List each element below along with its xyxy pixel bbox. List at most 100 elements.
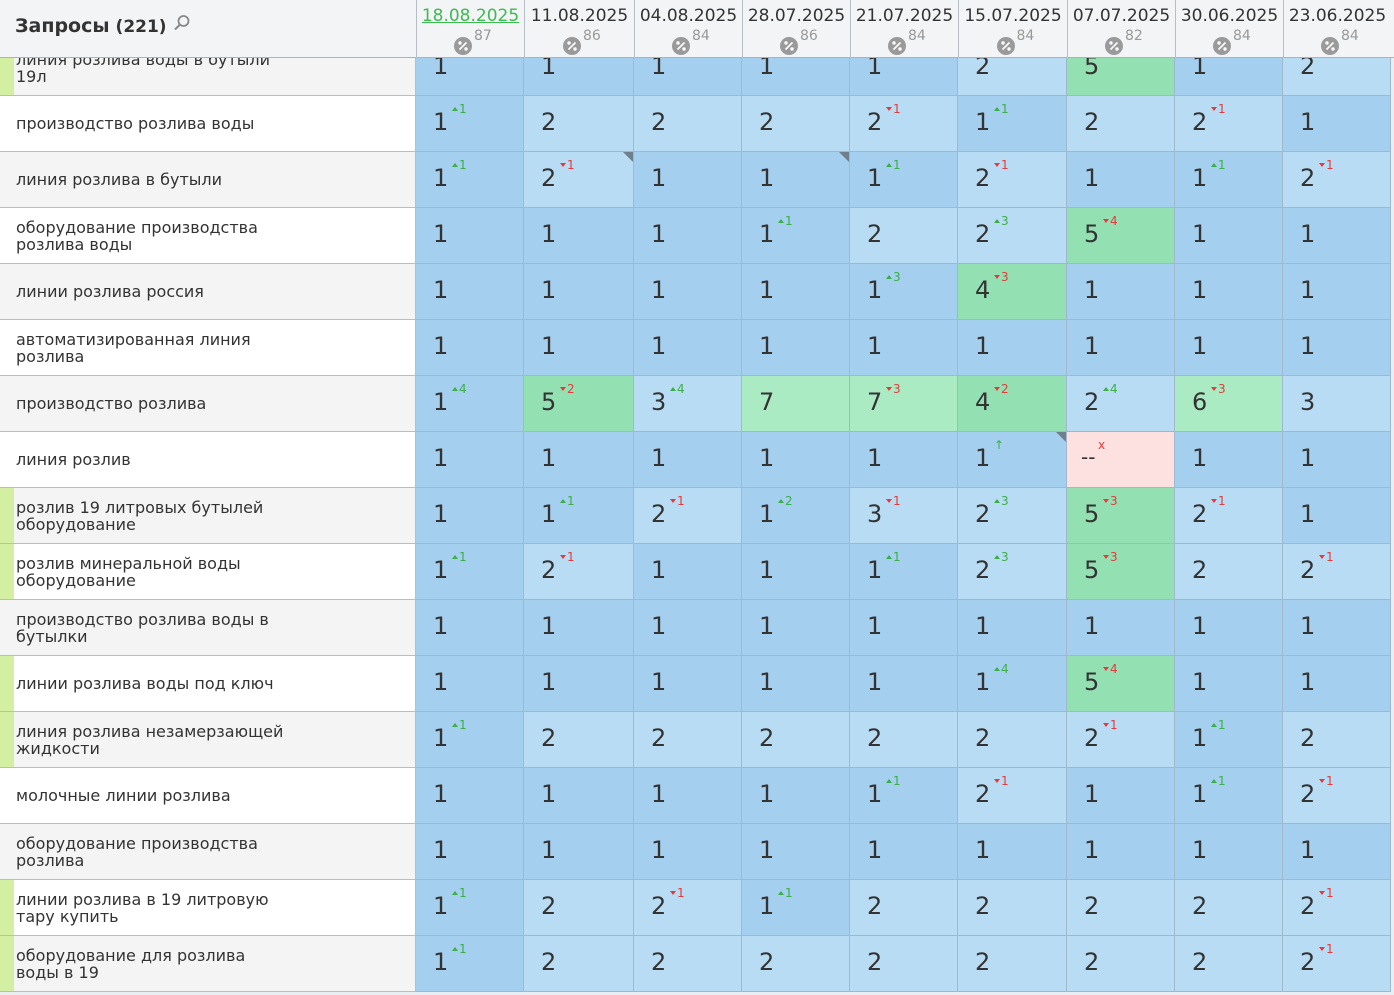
rank-cell[interactable]: 1: [1175, 208, 1283, 264]
rank-cell[interactable]: 1: [524, 58, 634, 96]
rank-cell[interactable]: 1: [1283, 432, 1391, 488]
rank-cell[interactable]: 1: [958, 600, 1067, 656]
rank-cell[interactable]: 1: [742, 544, 850, 600]
rank-cell[interactable]: 1: [1067, 768, 1175, 824]
rank-cell[interactable]: 1: [524, 208, 634, 264]
date-label[interactable]: 28.07.2025: [747, 6, 846, 26]
rank-cell[interactable]: 1: [742, 432, 850, 488]
rank-cell[interactable]: 1: [1067, 600, 1175, 656]
rank-cell[interactable]: 2: [634, 936, 742, 992]
rank-cell[interactable]: 1: [1175, 600, 1283, 656]
rank-cell[interactable]: 2: [524, 96, 634, 152]
rank-cell[interactable]: 1: [416, 320, 524, 376]
date-column-header[interactable]: 07.07.2025 82: [1067, 0, 1175, 58]
rank-cell[interactable]: 2: [958, 58, 1067, 96]
rank-cell[interactable]: 2: [1283, 58, 1391, 96]
rank-cell[interactable]: 1: [1283, 600, 1391, 656]
date-column-header[interactable]: 30.06.2025 84: [1175, 0, 1283, 58]
rank-cell[interactable]: 2: [1067, 880, 1175, 936]
rank-cell[interactable]: 7: [742, 376, 850, 432]
rank-cell[interactable]: 3: [1283, 376, 1391, 432]
rank-cell[interactable]: 1: [1283, 320, 1391, 376]
rank-cell[interactable]: 1: [524, 320, 634, 376]
rank-cell[interactable]: 2: [742, 712, 850, 768]
rank-cell[interactable]: 1: [958, 320, 1067, 376]
rank-cell[interactable]: 1: [850, 432, 958, 488]
rank-cell[interactable]: 1: [634, 432, 742, 488]
rank-cell[interactable]: 2: [850, 936, 958, 992]
rank-cell[interactable]: 1: [634, 824, 742, 880]
rank-cell[interactable]: 2: [958, 936, 1067, 992]
rank-cell[interactable]: 1: [958, 824, 1067, 880]
rank-cell[interactable]: 2: [1175, 544, 1283, 600]
rank-cell[interactable]: -- x: [1067, 432, 1175, 488]
rank-cell[interactable]: 1: [416, 432, 524, 488]
rank-cell[interactable]: 1: [850, 600, 958, 656]
rank-cell[interactable]: 1: [1175, 58, 1283, 96]
rank-cell[interactable]: 1: [524, 656, 634, 712]
date-label[interactable]: 23.06.2025: [1288, 6, 1387, 26]
rank-cell[interactable]: 1: [416, 264, 524, 320]
rank-cell[interactable]: 2: [1175, 936, 1283, 992]
rank-cell[interactable]: 1: [1175, 656, 1283, 712]
date-label[interactable]: 07.07.2025: [1072, 6, 1171, 26]
date-label[interactable]: 30.06.2025: [1180, 6, 1279, 26]
rank-cell[interactable]: 1: [416, 208, 524, 264]
date-label[interactable]: 04.08.2025: [639, 6, 738, 26]
rank-cell[interactable]: 1: [634, 544, 742, 600]
rank-cell[interactable]: 1: [1175, 824, 1283, 880]
date-label[interactable]: 15.07.2025: [964, 6, 1062, 26]
rank-cell[interactable]: 1: [742, 600, 850, 656]
rank-cell[interactable]: 1: [1067, 152, 1175, 208]
date-column-header[interactable]: 23.06.2025 84: [1283, 0, 1391, 58]
rank-cell[interactable]: 1: [524, 432, 634, 488]
rank-cell[interactable]: 1: [850, 320, 958, 376]
rank-cell[interactable]: 1: [1175, 264, 1283, 320]
date-label[interactable]: 21.07.2025: [855, 6, 954, 26]
rank-cell[interactable]: 1: [742, 58, 850, 96]
rank-cell[interactable]: 1: [416, 58, 524, 96]
rank-cell[interactable]: 2: [958, 712, 1067, 768]
date-column-header[interactable]: 28.07.2025 86: [742, 0, 850, 58]
rank-cell[interactable]: 2: [634, 96, 742, 152]
rank-cell[interactable]: 1: [416, 600, 524, 656]
date-label[interactable]: 11.08.2025: [530, 6, 629, 26]
rank-cell[interactable]: 1: [1283, 488, 1391, 544]
date-column-header[interactable]: 15.07.2025 84: [958, 0, 1067, 58]
rank-cell[interactable]: 2: [634, 712, 742, 768]
rank-cell[interactable]: 1: [1067, 824, 1175, 880]
rank-cell[interactable]: 1: [634, 320, 742, 376]
